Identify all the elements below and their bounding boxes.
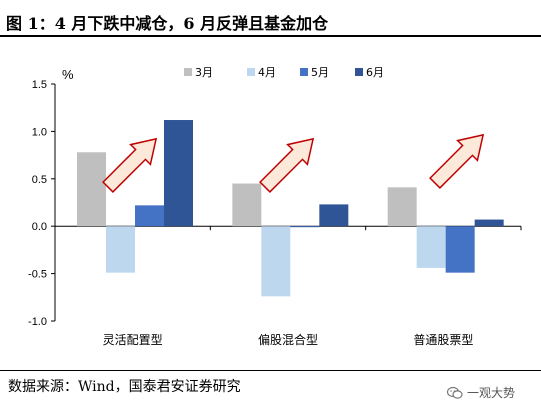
legend-label: 5月 (311, 66, 329, 79)
y-axis-unit: % (62, 67, 74, 82)
up-arrow-annotation (102, 137, 158, 193)
legend-swatch (247, 68, 255, 76)
up-arrow-annotation (429, 133, 485, 189)
watermark: 一观大势 (447, 384, 515, 401)
bar (474, 219, 504, 227)
watermark-text: 一观大势 (467, 386, 516, 400)
legend-label: 3月 (195, 66, 213, 79)
y-tick-label: 0.5 (32, 174, 47, 186)
bar (77, 152, 106, 227)
y-tick-label: 0.0 (32, 221, 47, 233)
x-category-label: 灵活配置型 (103, 333, 163, 347)
legend-label: 6月 (366, 66, 384, 79)
x-category-label: 普通股票型 (413, 333, 473, 347)
bar (319, 204, 349, 227)
y-tick-label: -1.0 (28, 316, 47, 328)
bar (445, 226, 475, 273)
legend-swatch (355, 68, 363, 76)
data-source: 数据来源：Wind，国泰君安证券研究 (0, 370, 541, 396)
y-tick-label: -0.5 (28, 269, 47, 281)
bar (164, 120, 193, 227)
bar (261, 226, 291, 297)
bar-chart: -1.0 -0.5 0.0 0.5 1.0 1.5% 灵活配置型 偏股混合型 普通股票型 3月 4月… (28, 66, 522, 347)
up-arrow-annotation (259, 137, 315, 193)
figure-title: 图 1：4 月下跌中减仓，6 月反弹且基金加仓 (0, 0, 541, 37)
legend-swatch (184, 68, 192, 76)
y-tick-label: 1.0 (32, 126, 47, 138)
bar (387, 187, 417, 227)
x-category-label: 偏股混合型 (258, 332, 318, 347)
bar (290, 226, 320, 228)
bar (106, 226, 135, 273)
wechat-icon (447, 386, 463, 399)
bar (232, 183, 262, 227)
y-tick-label: 1.5 (32, 79, 47, 91)
legend-swatch (300, 68, 308, 76)
bar (135, 205, 164, 227)
legend-label: 4月 (258, 66, 276, 79)
bar (416, 226, 446, 268)
